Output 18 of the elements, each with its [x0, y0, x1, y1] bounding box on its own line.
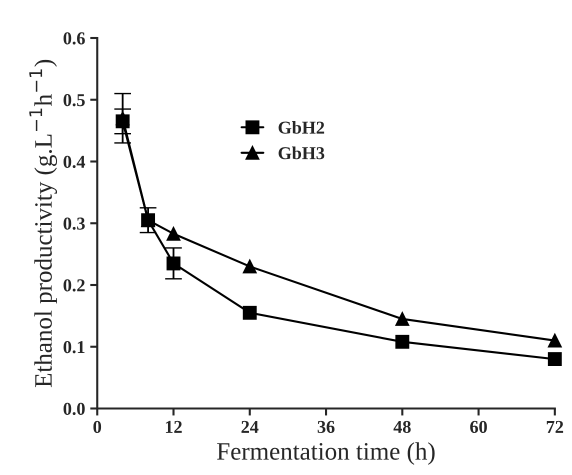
y-tick-label: 0.5 [64, 94, 85, 106]
x-tick-label: 0 [93, 420, 102, 434]
y-tick-label: 0.2 [64, 279, 85, 292]
y-tick-label: 0.3 [64, 218, 85, 230]
y-tick-label: 0.6 [64, 32, 85, 45]
x-tick-label: 36 [318, 420, 335, 434]
legend-label: GbH3 [278, 146, 324, 160]
x-tick-label: 72 [546, 420, 564, 433]
x-tick-label: 24 [242, 420, 258, 433]
x-tick-label: 60 [470, 420, 487, 434]
x-axis-title: Fermentation time (h) [217, 442, 435, 465]
x-tick-label: 48 [394, 420, 411, 434]
y-tick-label: 0.4 [64, 156, 86, 168]
y-axis-title: Ethanol productivity (g.L$^{−1}$h$^{−1}$) [29, 60, 58, 388]
x-tick-label: 12 [166, 420, 182, 433]
y-tick-label: 0.0 [64, 402, 85, 416]
y-tick-label: 0.1 [64, 341, 84, 354]
legend-label: GbH2 [278, 121, 324, 134]
